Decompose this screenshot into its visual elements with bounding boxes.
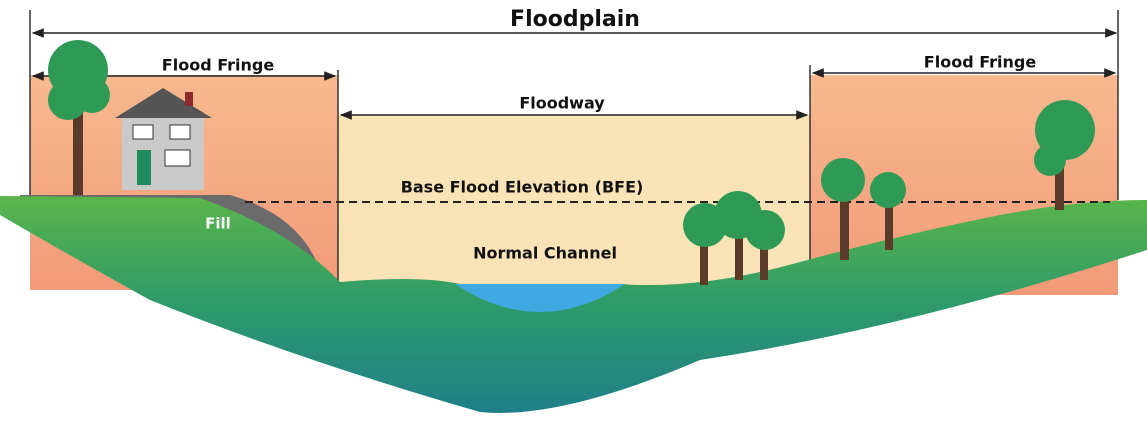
- zone-label: Floodway: [519, 94, 605, 113]
- zone-label: Flood Fringe: [162, 56, 275, 75]
- fill-label: Fill: [205, 215, 231, 233]
- title: Floodplain: [510, 7, 640, 32]
- bfe-label: Base Flood Elevation (BFE): [401, 178, 644, 197]
- channel-label: Normal Channel: [473, 244, 617, 263]
- floodplain-diagram: Floodplain Flood Fringe Floodway Flood F…: [0, 0, 1147, 423]
- zone-label: Flood Fringe: [924, 53, 1037, 72]
- page: {"title": "Floodplain", "zones": [{"labe…: [0, 0, 1147, 423]
